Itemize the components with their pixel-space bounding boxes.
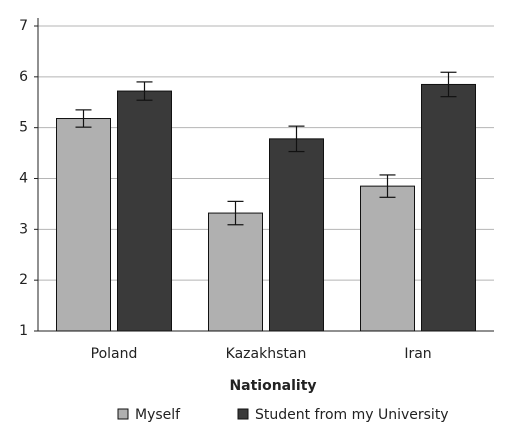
y-tick-label: 3 [19, 221, 28, 237]
legend-swatch [237, 408, 249, 420]
y-tick-label: 7 [19, 18, 28, 34]
bar [56, 118, 111, 332]
y-tick-label: 1 [19, 323, 28, 339]
x-tick-label: Kazakhstan [226, 346, 307, 362]
x-tick-label: Poland [91, 346, 138, 362]
bar [208, 212, 263, 332]
x-axis-label: Nationality [229, 378, 316, 394]
error-bar [288, 125, 305, 153]
bar [117, 90, 172, 332]
legend-label: Myself [135, 407, 181, 423]
bar [360, 185, 415, 332]
error-bar [227, 200, 244, 226]
bar [269, 138, 324, 332]
error-bar [440, 71, 457, 98]
legend-label: Student from my University [255, 407, 449, 423]
error-bar [136, 81, 153, 101]
y-tick-label: 2 [19, 272, 28, 288]
y-tick-label: 6 [19, 69, 28, 85]
x-tick-label: Iran [404, 346, 431, 362]
legend-swatch [117, 408, 129, 420]
error-bar [75, 109, 92, 128]
y-tick-label: 4 [19, 171, 28, 187]
bar [421, 83, 476, 332]
error-bar [379, 174, 396, 198]
y-tick-label: 5 [19, 120, 28, 136]
